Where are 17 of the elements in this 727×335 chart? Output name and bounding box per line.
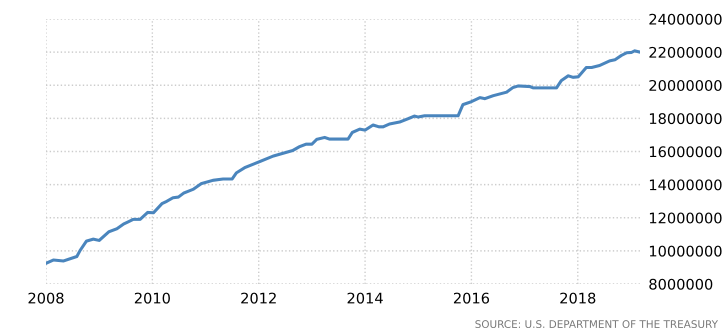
x-tick-label: 2016 — [454, 292, 490, 304]
y-tick-label: 24000000 — [649, 14, 722, 25]
y-tick-label: 14000000 — [650, 179, 722, 190]
y-tick-label: 10000000 — [650, 246, 722, 257]
x-tick-label: 2014 — [348, 292, 383, 304]
y-tick-label: 18000000 — [650, 113, 722, 124]
y-tick-label: 22000000 — [649, 46, 722, 58]
y-tick-label: 16000000 — [650, 146, 722, 158]
y-tick-label: 8000000 — [649, 278, 712, 290]
line-series — [46, 49, 640, 265]
source-note: SOURCE: U.S. DEPARTMENT OF THE TREASURY — [475, 320, 718, 328]
x-tick-label: 2010 — [134, 292, 170, 304]
x-tick-label: 2008 — [28, 292, 64, 304]
x-tick-label: 2018 — [560, 292, 596, 304]
y-tick-label: 12000000 — [650, 212, 722, 224]
y-tick-label: 20000000 — [649, 80, 722, 91]
x-tick-label: 2012 — [241, 292, 276, 304]
